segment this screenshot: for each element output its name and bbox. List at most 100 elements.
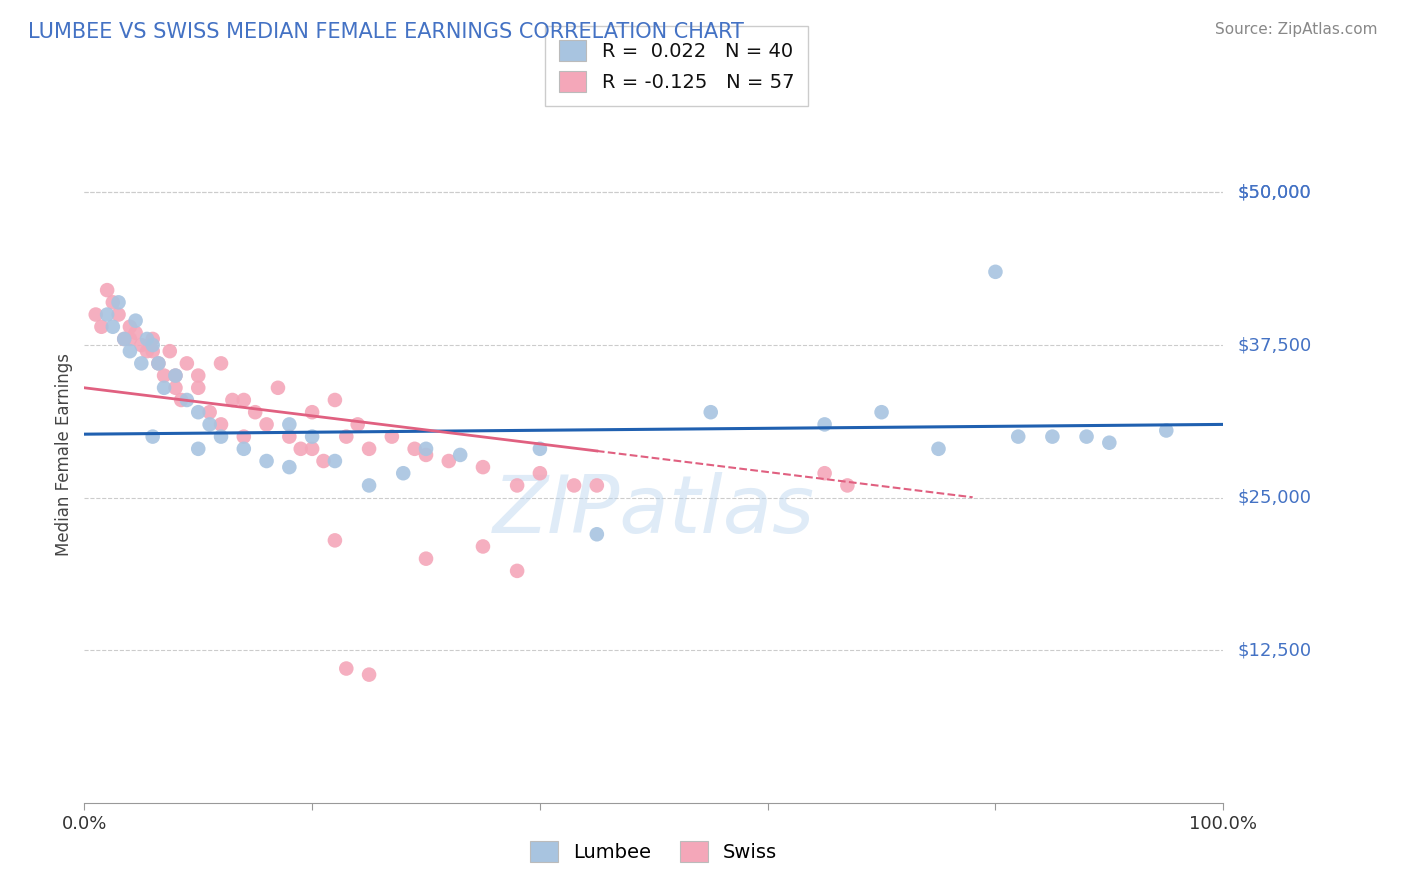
Point <box>209 417 232 432</box>
Point <box>232 392 254 407</box>
Point <box>529 442 551 456</box>
Text: LUMBEE VS SWISS MEDIAN FEMALE EARNINGS CORRELATION CHART: LUMBEE VS SWISS MEDIAN FEMALE EARNINGS C… <box>28 22 744 42</box>
Point <box>176 392 198 407</box>
Point <box>437 454 460 468</box>
Point <box>118 344 141 359</box>
Point <box>301 405 323 419</box>
Point <box>392 467 415 481</box>
Point <box>278 429 301 443</box>
Point <box>404 442 426 456</box>
Point <box>323 454 346 468</box>
Point <box>301 442 323 456</box>
Point <box>562 478 585 492</box>
Point <box>245 405 267 419</box>
Point <box>335 661 357 675</box>
Point <box>107 295 129 310</box>
Point <box>153 381 176 395</box>
Point <box>187 405 209 419</box>
Point <box>187 381 209 395</box>
Text: $50,000: $50,000 <box>1237 184 1310 202</box>
Point <box>472 460 495 475</box>
Point <box>256 454 278 468</box>
Point <box>814 467 837 481</box>
Point <box>165 368 187 383</box>
Point <box>101 295 124 310</box>
Point <box>131 356 153 370</box>
Point <box>232 429 254 443</box>
Text: $37,500: $37,500 <box>1237 336 1312 354</box>
Point <box>323 533 346 548</box>
Point <box>928 442 950 456</box>
Point <box>148 356 170 370</box>
Point <box>301 429 323 443</box>
Point <box>176 356 198 370</box>
Legend: Lumbee, Swiss: Lumbee, Swiss <box>523 833 785 870</box>
Point <box>118 319 141 334</box>
Point <box>187 442 209 456</box>
Point <box>198 417 221 432</box>
Point <box>323 392 346 407</box>
Point <box>267 381 290 395</box>
Point <box>415 551 437 566</box>
Point <box>278 460 301 475</box>
Text: $12,500: $12,500 <box>1237 641 1312 659</box>
Point <box>359 442 381 456</box>
Point <box>90 319 112 334</box>
Point <box>359 667 381 681</box>
Point <box>107 308 129 322</box>
Text: ZIPatlas: ZIPatlas <box>492 472 815 549</box>
Text: $50,000: $50,000 <box>1237 184 1310 202</box>
Point <box>346 417 368 432</box>
Point <box>209 356 232 370</box>
Point <box>96 283 118 297</box>
Point <box>84 308 107 322</box>
Point <box>153 368 176 383</box>
Point <box>221 392 243 407</box>
Point <box>870 405 893 419</box>
Point <box>101 319 124 334</box>
Point <box>136 344 159 359</box>
Point <box>112 332 135 346</box>
Point <box>165 368 187 383</box>
Point <box>472 540 495 554</box>
Point <box>359 478 381 492</box>
Point <box>506 478 529 492</box>
Point <box>837 478 859 492</box>
Point <box>335 429 357 443</box>
Point <box>586 478 609 492</box>
Point <box>1098 435 1121 450</box>
Point <box>142 338 165 352</box>
Point <box>984 265 1007 279</box>
Point <box>142 332 165 346</box>
Point <box>290 442 312 456</box>
Point <box>142 344 165 359</box>
Point <box>209 429 232 443</box>
Point <box>449 448 471 462</box>
Point <box>187 368 209 383</box>
Point <box>586 527 609 541</box>
Point <box>700 405 723 419</box>
Point <box>118 332 141 346</box>
Point <box>165 381 187 395</box>
Point <box>131 338 153 352</box>
Point <box>170 392 193 407</box>
Point <box>124 326 146 340</box>
Point <box>312 454 335 468</box>
Point <box>529 467 551 481</box>
Point <box>198 405 221 419</box>
Point <box>415 448 437 462</box>
Point <box>148 356 170 370</box>
Point <box>1076 429 1098 443</box>
Point <box>415 442 437 456</box>
Point <box>1007 429 1029 443</box>
Point <box>506 564 529 578</box>
Point <box>256 417 278 432</box>
Y-axis label: Median Female Earnings: Median Female Earnings <box>55 353 73 557</box>
Point <box>232 442 254 456</box>
Point <box>96 308 118 322</box>
Point <box>136 332 159 346</box>
Point <box>814 417 837 432</box>
Point <box>1156 424 1178 438</box>
Text: $25,000: $25,000 <box>1237 489 1312 507</box>
Point <box>112 332 135 346</box>
